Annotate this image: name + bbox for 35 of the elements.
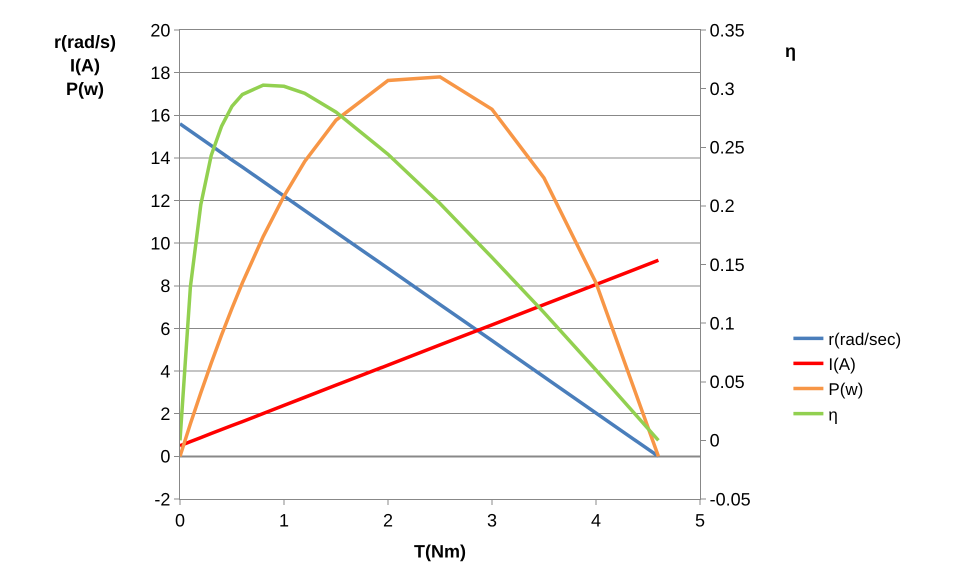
legend-label: η bbox=[828, 405, 838, 424]
legend-label: P(w) bbox=[828, 380, 864, 400]
x-tick-label: 5 bbox=[694, 510, 706, 531]
y2-tick-label: 0.05 bbox=[710, 372, 745, 392]
y-axis-title: r(rad/s) I(A) P(w) bbox=[54, 32, 116, 99]
y2-tick-label: 0.1 bbox=[710, 313, 735, 334]
y2-tick-label: 0.25 bbox=[710, 138, 745, 158]
y2-tick-label: 0.15 bbox=[710, 254, 745, 275]
y-tick-label: -2 bbox=[154, 489, 170, 510]
y2-tick-label: 0.2 bbox=[710, 196, 735, 216]
y-tick-label: 18 bbox=[150, 62, 170, 83]
y-tick-label: 8 bbox=[160, 276, 170, 296]
y2-axis-title: η bbox=[785, 41, 796, 61]
y-tick-label: 2 bbox=[160, 404, 170, 424]
x-tick-label: 0 bbox=[174, 510, 186, 531]
line-series bbox=[180, 258, 660, 448]
y-tick-label: 4 bbox=[160, 361, 170, 382]
x-axis-title: T(Nm) bbox=[414, 542, 466, 562]
y-tick-label: 10 bbox=[150, 233, 170, 254]
y-tick-label: 0 bbox=[160, 446, 170, 467]
x-tick-label: 3 bbox=[486, 510, 498, 531]
y-tick-label: 16 bbox=[150, 106, 170, 126]
y-tick-label: 6 bbox=[160, 318, 170, 339]
x-tick-label: 1 bbox=[278, 510, 290, 531]
x-tick-label: 4 bbox=[590, 510, 602, 531]
legend-label: r(rad/sec) bbox=[828, 330, 902, 349]
y2-tick-label: -0.05 bbox=[710, 489, 751, 510]
legend-label: I(A) bbox=[828, 355, 856, 374]
y-tick-label: 12 bbox=[150, 190, 170, 211]
y2-tick-label: 0.3 bbox=[710, 78, 735, 99]
y2-tick-label: 0 bbox=[710, 430, 720, 451]
y-tick-label: 14 bbox=[150, 148, 170, 168]
y2-tick-label: 0.35 bbox=[710, 20, 745, 40]
x-tick-label: 2 bbox=[382, 510, 394, 531]
y-tick-label: 20 bbox=[150, 20, 170, 40]
